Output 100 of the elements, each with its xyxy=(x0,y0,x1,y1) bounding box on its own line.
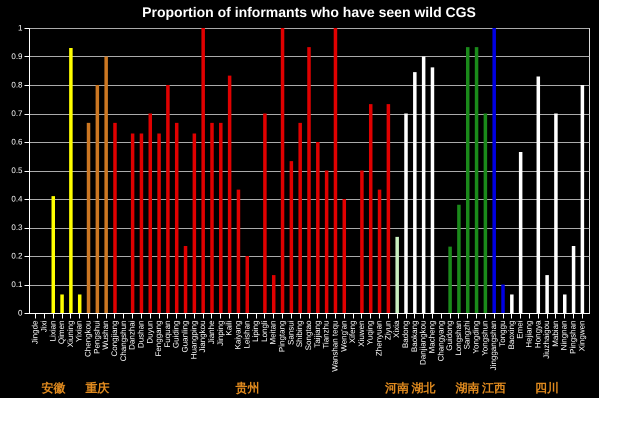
x-tick-label: Kaili xyxy=(224,320,234,336)
x-tick-label: Chengkou xyxy=(84,320,93,357)
bar xyxy=(466,47,470,313)
bar xyxy=(316,142,320,313)
x-tick-label: Xiuwen xyxy=(356,320,366,347)
x-tick-label: Guidong xyxy=(445,320,454,351)
x-tick-label: Changyang xyxy=(436,320,446,362)
x-tick-label: Baokang xyxy=(410,320,419,352)
x-tick-label: Guanling xyxy=(180,320,190,353)
bar xyxy=(69,48,73,313)
x-tick-label: Huangping xyxy=(189,320,198,360)
bar xyxy=(457,204,461,313)
x-tick-label: Songtao xyxy=(304,320,313,350)
text: 江西 xyxy=(481,381,506,395)
y-tick-label: 0.1 xyxy=(11,280,24,289)
x-tick-label: Yixian xyxy=(74,320,84,342)
text: 安徽 xyxy=(41,381,66,395)
bar xyxy=(140,133,144,313)
x-tick-label: Pingshan xyxy=(568,320,578,354)
x-tick-label: Sansui xyxy=(286,320,296,345)
y-tick-label: 0 xyxy=(18,308,24,318)
bar xyxy=(113,122,117,313)
x-tick-label: Yongshun xyxy=(480,320,490,356)
bar xyxy=(104,56,108,313)
x-tick-label: Tianzhu xyxy=(322,320,331,349)
bar xyxy=(96,85,100,313)
x-tick-label: Fuquan xyxy=(162,320,172,348)
x-tick-label: Changshun xyxy=(118,320,128,362)
bar xyxy=(501,284,505,313)
x-tick-label: Hejiang xyxy=(524,320,534,348)
bar xyxy=(324,170,328,313)
x-tick-label: Hongya xyxy=(533,320,542,348)
x-tick-label: Jiangkou xyxy=(198,320,208,353)
y-tick-label: 0.3 xyxy=(11,223,24,232)
bar xyxy=(86,122,90,313)
x-tick-label: Lixian xyxy=(48,320,58,342)
x-tick-label: Fenggang xyxy=(154,320,164,357)
y-tick-label: 0.7 xyxy=(11,109,24,118)
x-tick-label: Jiuzhaigou xyxy=(542,320,552,359)
x-tick-label: Duyun xyxy=(145,320,154,344)
bar xyxy=(368,104,372,313)
text: 四川 xyxy=(535,381,560,395)
bar xyxy=(210,122,214,313)
bar xyxy=(130,133,134,313)
chart-title: Proportion of informants who have seen wild CGS xyxy=(142,4,476,20)
bar xyxy=(386,104,390,313)
y-tick-label: 1 xyxy=(18,24,24,32)
x-tick-label: Longshan xyxy=(454,320,463,356)
bar xyxy=(236,190,240,313)
y-tick-label: 0.6 xyxy=(11,138,24,146)
y-tick-label: 0.5 xyxy=(11,166,24,175)
x-tick-label: Jinping xyxy=(216,320,225,346)
x-tick-label: Ningnan xyxy=(560,320,569,350)
text: 贵州 xyxy=(234,381,260,395)
x-tick-label: Yuqing xyxy=(366,320,375,345)
x-tick-label: Danzhai xyxy=(128,320,137,350)
bar xyxy=(78,294,82,313)
bar xyxy=(263,114,267,313)
bar xyxy=(201,28,205,313)
bar xyxy=(378,190,382,313)
x-tick-label: Danjiangkou xyxy=(418,320,428,365)
y-tick-label: 0.2 xyxy=(11,252,24,260)
x-tick-label: Liping xyxy=(251,320,260,342)
bar xyxy=(166,85,170,313)
y-tick-label: 0.9 xyxy=(11,52,24,61)
x-tick-label: Pengshui xyxy=(92,320,102,354)
bar xyxy=(474,47,478,313)
x-tick-label: Meitan xyxy=(268,320,278,345)
x-tick-label: Jianhe xyxy=(206,320,216,344)
x-tick-label: Guiding xyxy=(172,320,181,348)
y-tick-label: 0.8 xyxy=(11,80,24,90)
bar xyxy=(484,114,488,313)
x-tick-label: Baoxing xyxy=(506,320,516,350)
bar xyxy=(246,256,250,313)
x-tick-label: Xiuning xyxy=(66,320,75,348)
x-tick-label: Shibing xyxy=(295,320,304,348)
x-tick-label: Taijiang xyxy=(312,320,322,348)
x-tick-label: Yongding xyxy=(472,320,481,354)
x-tick-label: Emei xyxy=(516,320,525,339)
x-tick-label: Weng'an xyxy=(339,320,348,352)
bar xyxy=(307,47,311,313)
x-tick-label: Longli xyxy=(260,320,269,342)
x-tick-label: Xixia xyxy=(392,320,402,338)
bar xyxy=(298,122,302,313)
bar xyxy=(448,246,452,313)
x-tick-label: Ziyun xyxy=(383,320,392,340)
bar xyxy=(174,122,178,313)
bar xyxy=(157,133,161,313)
x-tick-label: Pingtang xyxy=(278,320,287,352)
bar xyxy=(192,133,196,313)
y-tick-label: 0.4 xyxy=(11,194,24,204)
x-tick-label: Qimen xyxy=(57,320,66,344)
bar xyxy=(290,161,294,313)
x-tick-label: Kaiyang xyxy=(233,320,242,350)
x-tick-label: Macheng xyxy=(427,320,436,354)
x-tick-label: Leishan xyxy=(242,320,252,349)
x-tick-label: Tonggu xyxy=(498,320,508,347)
bar xyxy=(360,170,364,313)
bar xyxy=(148,114,152,313)
bar xyxy=(60,294,64,313)
